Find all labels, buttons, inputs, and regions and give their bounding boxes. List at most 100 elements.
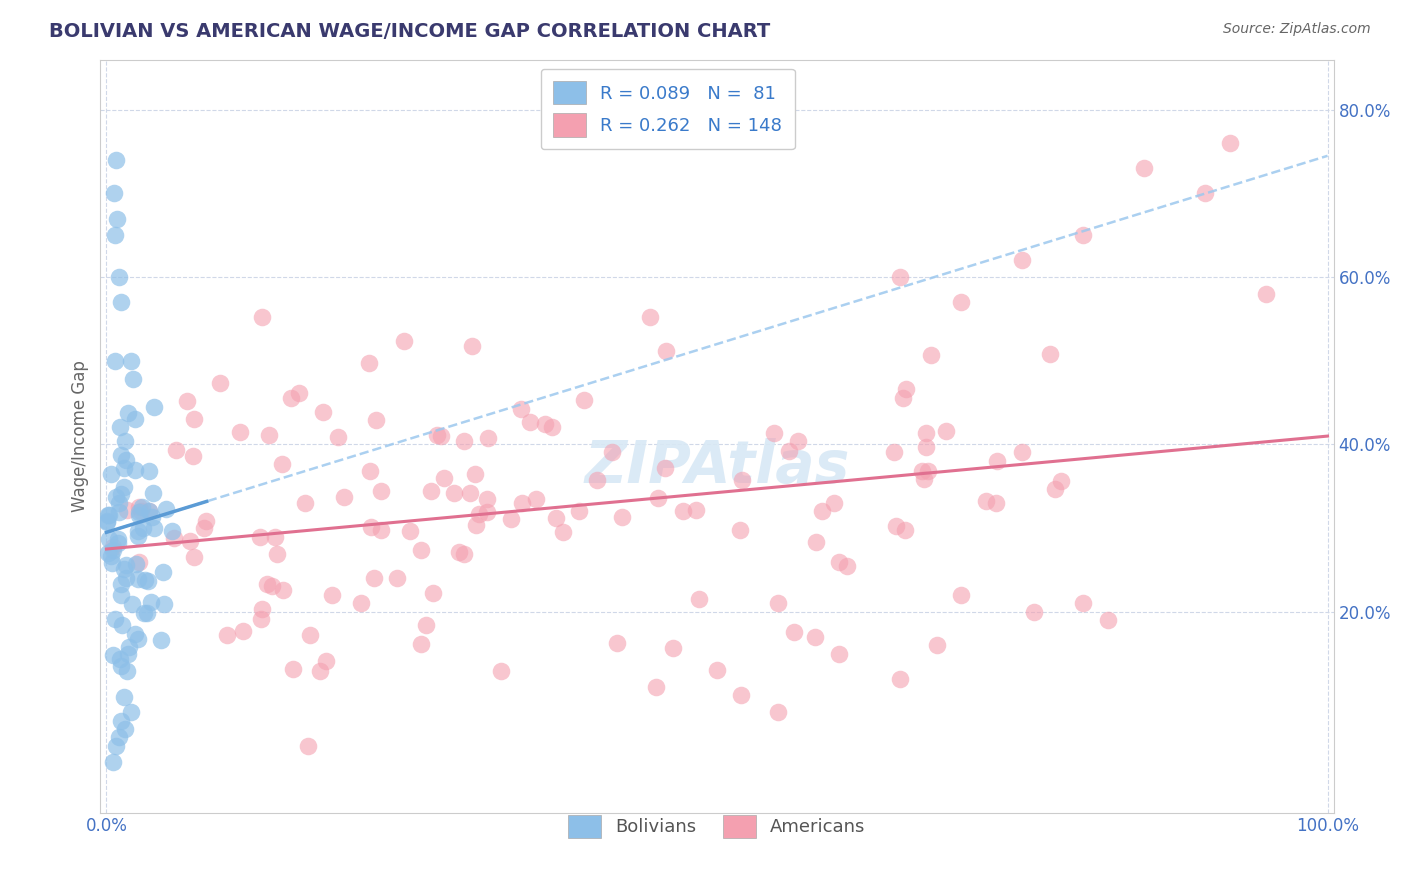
Point — [97, 508, 120, 522]
Point — [103, 186, 125, 201]
Point — [263, 530, 285, 544]
Point — [125, 557, 148, 571]
Point — [610, 509, 633, 524]
Point — [568, 504, 591, 518]
Point — [115, 558, 138, 573]
Point — [128, 500, 150, 514]
Point — [315, 654, 337, 668]
Point — [415, 617, 437, 632]
Point — [811, 504, 834, 518]
Y-axis label: Wage/Income Gap: Wage/Income Gap — [72, 360, 89, 512]
Point — [101, 756, 124, 770]
Point — [280, 392, 302, 406]
Point — [363, 571, 385, 585]
Point — [107, 270, 129, 285]
Point — [925, 638, 948, 652]
Point — [398, 524, 420, 538]
Point — [136, 574, 159, 588]
Point — [193, 521, 215, 535]
Point — [766, 705, 789, 719]
Point — [426, 427, 449, 442]
Point — [1043, 482, 1066, 496]
Point — [312, 405, 335, 419]
Point — [804, 535, 827, 549]
Point — [120, 705, 142, 719]
Point — [104, 612, 127, 626]
Point — [540, 420, 562, 434]
Point — [662, 640, 685, 655]
Point — [731, 473, 754, 487]
Point — [647, 491, 669, 506]
Point — [112, 480, 135, 494]
Point — [706, 664, 728, 678]
Point — [1256, 286, 1278, 301]
Point — [422, 586, 444, 600]
Point — [360, 519, 382, 533]
Point — [118, 640, 141, 654]
Point — [107, 211, 129, 226]
Point — [128, 508, 150, 522]
Point — [288, 386, 311, 401]
Point — [97, 533, 120, 547]
Point — [250, 601, 273, 615]
Point — [96, 515, 118, 529]
Point — [891, 391, 914, 405]
Point — [107, 505, 129, 519]
Point — [672, 504, 695, 518]
Point — [321, 588, 343, 602]
Point — [142, 485, 165, 500]
Point — [97, 545, 120, 559]
Point — [461, 339, 484, 353]
Point — [97, 508, 120, 522]
Point — [884, 518, 907, 533]
Point — [917, 465, 939, 479]
Point — [828, 647, 851, 661]
Point — [645, 680, 668, 694]
Point — [110, 659, 132, 673]
Point — [112, 562, 135, 576]
Point — [534, 417, 557, 431]
Point — [328, 429, 350, 443]
Point — [783, 624, 806, 639]
Point — [209, 376, 232, 390]
Point — [519, 415, 541, 429]
Point — [453, 547, 475, 561]
Point — [489, 664, 512, 678]
Point — [920, 348, 942, 362]
Point — [100, 467, 122, 481]
Point — [464, 467, 486, 482]
Point — [950, 588, 973, 602]
Point — [105, 739, 128, 753]
Point — [114, 434, 136, 448]
Point — [510, 496, 533, 510]
Point — [1071, 596, 1094, 610]
Point — [136, 606, 159, 620]
Point — [266, 547, 288, 561]
Point — [110, 588, 132, 602]
Point — [256, 577, 278, 591]
Point — [143, 521, 166, 535]
Point — [181, 449, 204, 463]
Text: BOLIVIAN VS AMERICAN WAGE/INCOME GAP CORRELATION CHART: BOLIVIAN VS AMERICAN WAGE/INCOME GAP COR… — [49, 22, 770, 41]
Point — [803, 630, 825, 644]
Point — [110, 449, 132, 463]
Point — [112, 461, 135, 475]
Point — [114, 571, 136, 585]
Point — [183, 549, 205, 564]
Point — [786, 434, 808, 449]
Point — [115, 664, 138, 678]
Point — [606, 636, 628, 650]
Point — [124, 412, 146, 426]
Point — [730, 523, 752, 537]
Point — [141, 595, 163, 609]
Point — [250, 310, 273, 324]
Point — [127, 572, 149, 586]
Point — [138, 503, 160, 517]
Point — [572, 392, 595, 407]
Point — [835, 558, 858, 573]
Point — [823, 496, 845, 510]
Point — [121, 597, 143, 611]
Point — [685, 503, 707, 517]
Point — [110, 486, 132, 500]
Point — [654, 461, 676, 475]
